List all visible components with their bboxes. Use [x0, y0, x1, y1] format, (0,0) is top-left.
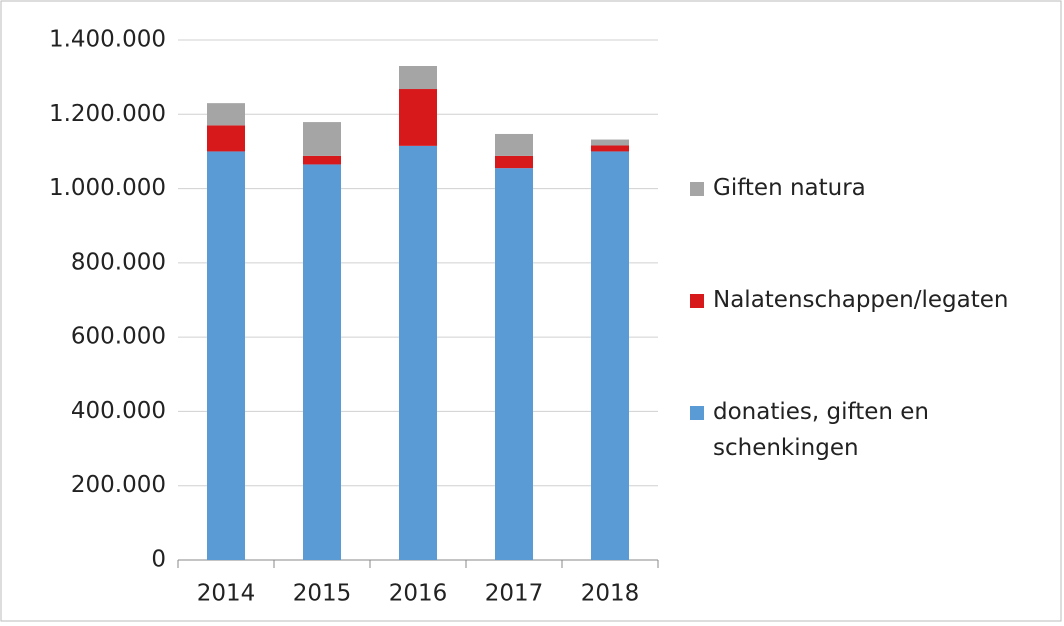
x-tick-label: 2014: [197, 581, 256, 607]
bar-segment: [399, 89, 437, 146]
bar-segment: [207, 125, 245, 152]
legend-swatch: [690, 182, 704, 196]
y-tick-label: 200.000: [71, 472, 166, 498]
bar-segment: [591, 139, 629, 146]
legend-swatch: [690, 406, 704, 420]
y-tick-label: 1.200.000: [49, 101, 166, 127]
y-tick-label: 400.000: [71, 398, 166, 424]
bar-segment: [207, 103, 245, 126]
legend: Giften natura Nalatenschappen/legaten dona…: [690, 170, 1050, 542]
bar-segment: [591, 151, 629, 560]
y-tick-label: 600.000: [71, 324, 166, 350]
y-tick-label: 1.400.000: [49, 27, 166, 53]
y-tick-label: 800.000: [71, 249, 166, 275]
legend-label: Nalatenschappen/legaten: [713, 287, 1009, 313]
legend-item: Nalatenschappen/legaten: [690, 282, 1050, 318]
bar-segment: [399, 66, 437, 90]
x-tick-label: 2015: [293, 581, 352, 607]
y-tick-label: 0: [151, 547, 166, 573]
legend-label: Giften natura: [713, 175, 866, 201]
legend-item: Giften natura: [690, 170, 1050, 206]
x-tick-label: 2018: [581, 581, 640, 607]
bar-segment: [303, 122, 341, 156]
bar-segment: [207, 151, 245, 560]
legend-item: donaties, giften en schenkingen: [690, 394, 1050, 466]
bar-segment: [495, 133, 533, 156]
legend-label: donaties, giften en schenkingen: [713, 399, 929, 461]
bar-segment: [303, 164, 341, 560]
bar-segment: [495, 155, 533, 169]
bar-segment: [399, 145, 437, 560]
bar-segment: [591, 145, 629, 152]
y-tick-label: 1.000.000: [49, 175, 166, 201]
bar-segment: [303, 155, 341, 165]
x-tick-label: 2016: [389, 581, 448, 607]
x-tick-label: 2017: [485, 581, 544, 607]
bar-segment: [495, 168, 533, 560]
legend-swatch: [690, 294, 704, 308]
